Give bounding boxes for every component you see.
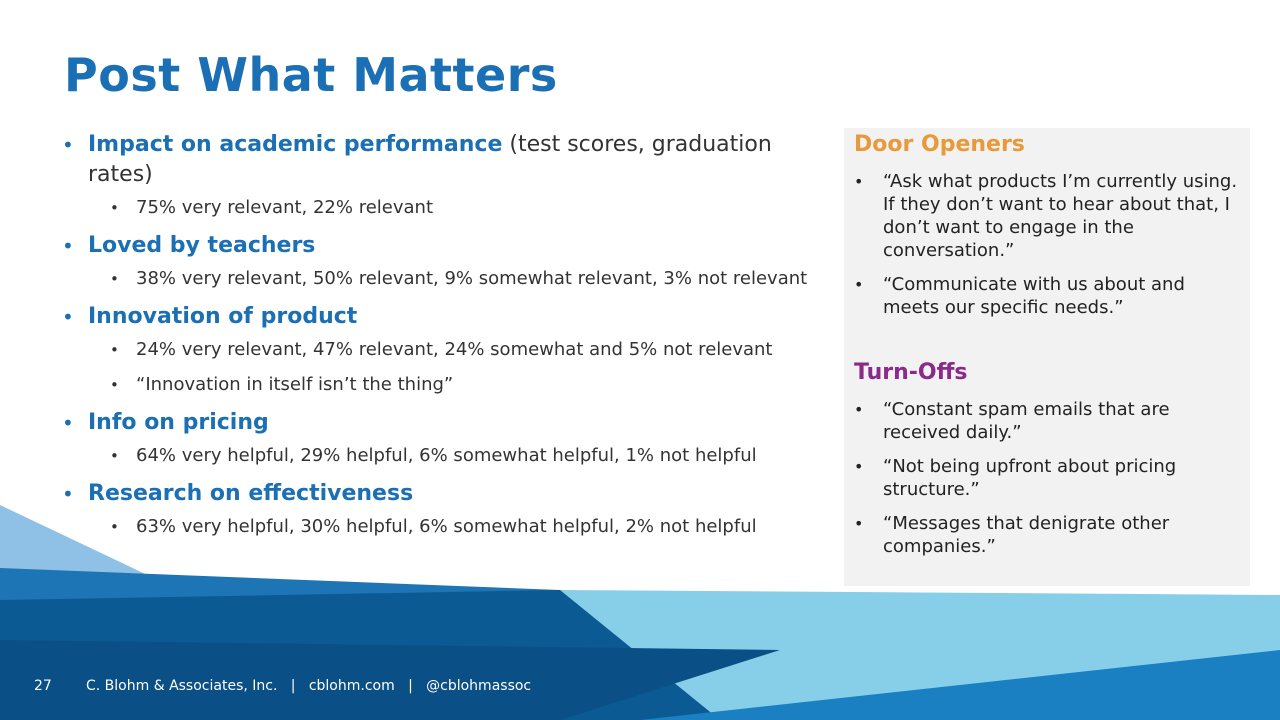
quote-item: “Communicate with us about and meets our… xyxy=(852,273,1242,319)
list-subitem: 64% very helpful, 29% helpful, 6% somewh… xyxy=(62,444,832,468)
list-subitem: 75% very relevant, 22% relevant xyxy=(62,196,832,220)
quote-item: “Not being upfront about pricing structu… xyxy=(852,455,1242,501)
list-subitem: 63% very helpful, 30% helpful, 6% somewh… xyxy=(62,515,832,539)
turn-offs-list: “Constant spam emails that are received … xyxy=(852,398,1242,569)
criterion-heading: Innovation of product xyxy=(88,304,358,329)
door-openers-list: “Ask what products I’m currently using. … xyxy=(852,170,1242,330)
criterion-heading: Research on effectiveness xyxy=(88,481,414,506)
list-item: Impact on academic performance (test sco… xyxy=(62,130,832,190)
quote-item: “Messages that denigrate other companies… xyxy=(852,512,1242,558)
footer: 27 C. Blohm & Associates, Inc. | cblohm.c… xyxy=(34,678,531,694)
criterion-heading: Loved by teachers xyxy=(88,233,316,258)
list-item: Loved by teachers xyxy=(62,231,832,261)
turn-offs-heading: Turn-Offs xyxy=(854,360,968,385)
criterion-note: (test scores, graduation rates) xyxy=(88,132,772,187)
list-item: Info on pricing xyxy=(62,408,832,438)
list-subitem: 24% very relevant, 47% relevant, 24% som… xyxy=(62,338,832,362)
criteria-list: Impact on academic performance (test sco… xyxy=(62,130,832,550)
quote-item: “Constant spam emails that are received … xyxy=(852,398,1242,444)
list-subitem: “Innovation in itself isn’t the thing” xyxy=(62,373,832,397)
criterion-heading: Info on pricing xyxy=(88,410,269,435)
criterion-heading: Impact on academic performance xyxy=(88,132,503,157)
quote-item: “Ask what products I’m currently using. … xyxy=(852,170,1242,262)
page-number: 27 xyxy=(34,678,52,694)
quotes-panel: Door Openers “Ask what products I’m curr… xyxy=(844,128,1250,586)
list-subitem: 38% very relevant, 50% relevant, 9% some… xyxy=(62,267,832,291)
door-openers-heading: Door Openers xyxy=(854,132,1025,157)
footer-text: C. Blohm & Associates, Inc. | cblohm.com… xyxy=(86,678,532,694)
page-title: Post What Matters xyxy=(64,48,558,102)
list-item: Innovation of product xyxy=(62,302,832,332)
list-item: Research on effectiveness xyxy=(62,479,832,509)
